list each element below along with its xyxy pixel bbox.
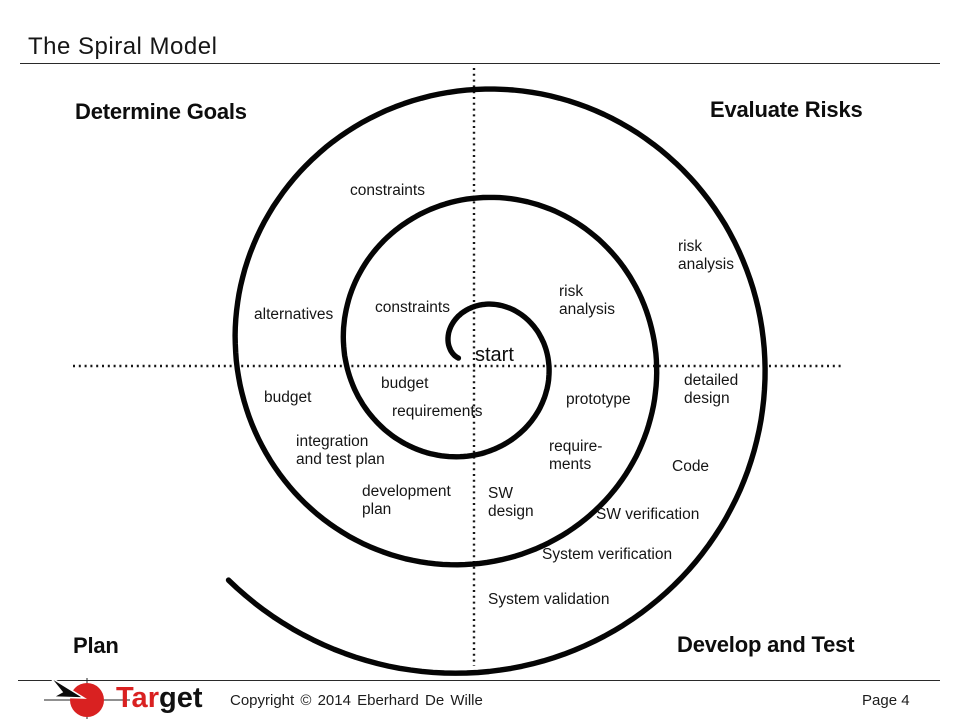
quadrant-label-plan: Plan — [73, 633, 119, 658]
start-label: start — [475, 344, 514, 366]
page-number: Page 4 — [862, 692, 910, 709]
phase-label-system-verification: System verification — [542, 546, 673, 563]
target-logo-icon — [44, 676, 130, 719]
phase-label-prototype: prototype — [566, 391, 631, 408]
phase-label-integration-and-test-plan: integration and test plan — [296, 433, 385, 468]
logo-arrow-icon — [49, 676, 87, 699]
phase-label-constraints-inner: constraints — [375, 299, 450, 316]
footer-divider — [18, 680, 940, 681]
title-divider — [20, 63, 940, 64]
logo-text-red: Tar — [116, 682, 159, 714]
spiral-curve — [225, 86, 768, 676]
phase-label-budget-inner: budget — [381, 375, 429, 392]
target-logo: Target — [42, 676, 202, 720]
quadrant-label-determine-goals: Determine Goals — [75, 99, 247, 124]
copyright-text: Copyright © 2014 Eberhard De Wille — [230, 692, 483, 709]
phase-label-constraints-outer: constraints — [350, 182, 425, 199]
page-title: The Spiral Model — [28, 33, 218, 60]
phase-label-detailed-design: detailed design — [684, 372, 739, 407]
phase-label-risk-analysis-outer: risk analysis — [678, 238, 734, 273]
phase-label-requirements-split: require- ments — [549, 438, 603, 473]
phase-label-sw-design: SW design — [488, 485, 534, 520]
phase-label-sw-verification: SW verification — [596, 506, 700, 523]
phase-label-system-validation: System validation — [488, 591, 610, 608]
phase-label-risk-analysis-inner: risk analysis — [559, 283, 615, 318]
phase-label-requirements: requirements — [392, 403, 483, 420]
logo-wordmark: Target — [116, 681, 202, 715]
phase-label-alternatives: alternatives — [254, 306, 334, 323]
quadrant-label-evaluate-risks: Evaluate Risks — [710, 97, 863, 122]
quadrant-label-develop-and-test: Develop and Test — [677, 632, 855, 657]
logo-text-black: get — [158, 682, 203, 714]
logo-circle — [70, 683, 104, 717]
phase-label-code: Code — [672, 458, 710, 475]
phase-label-budget-outer: budget — [264, 389, 312, 406]
phase-label-development-plan: development plan — [362, 483, 451, 518]
